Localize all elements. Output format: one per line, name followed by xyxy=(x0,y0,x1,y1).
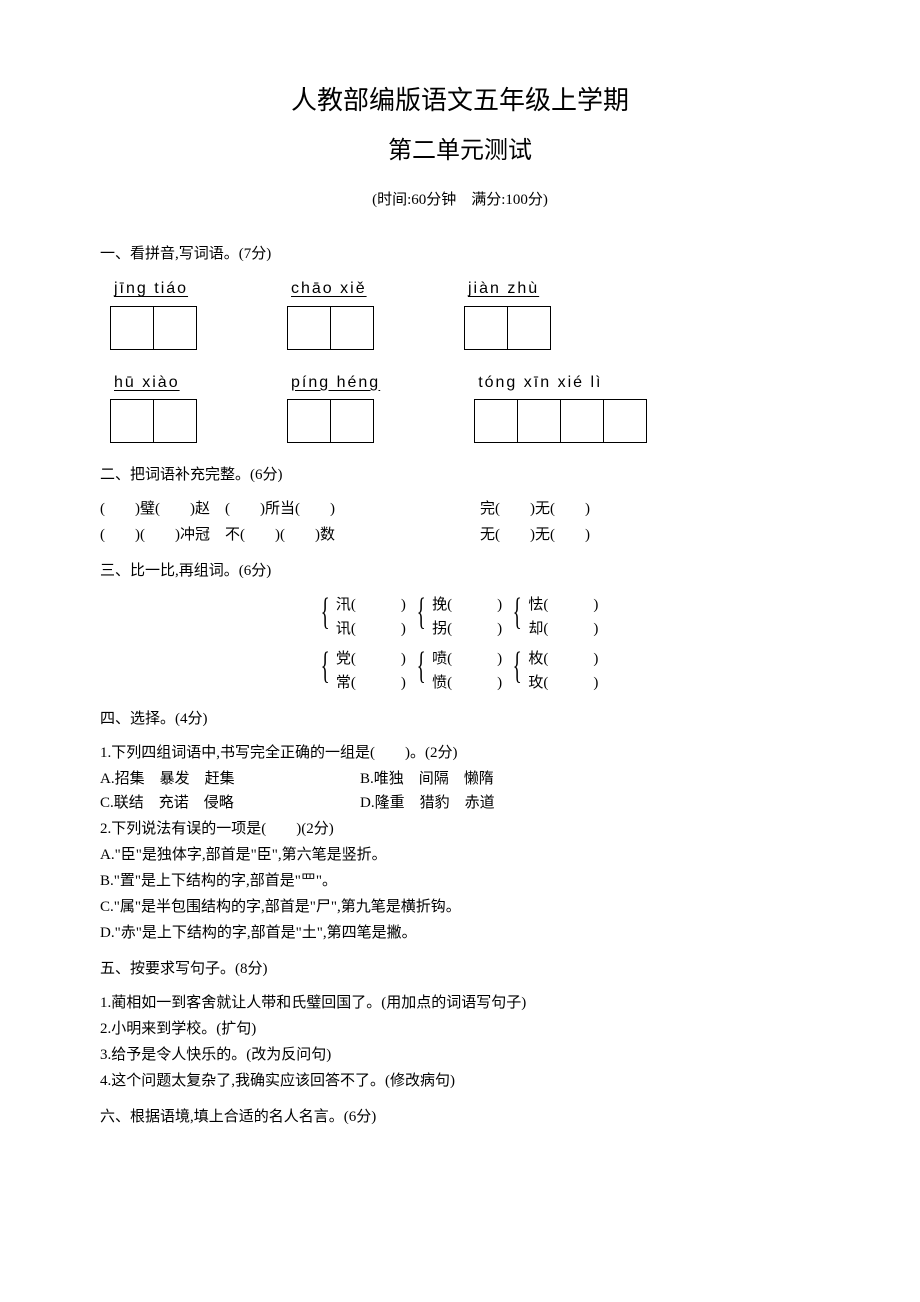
brace-item: 讯( ) xyxy=(336,617,406,641)
q1-opt-b: B.唯独 间隔 懒隋 xyxy=(360,767,620,791)
brace-group: {喷( )愤( ) xyxy=(412,647,502,695)
section-5-head: 五、按要求写句子。(8分) xyxy=(100,957,820,981)
brace-items: 挽( )拐( ) xyxy=(432,593,502,641)
pinyin-label: hū xiào xyxy=(110,370,184,396)
answer-box[interactable] xyxy=(287,399,331,443)
brace-icon: { xyxy=(416,647,425,695)
idiom-row: ( )璧( )赵 ( )所当( )完( )无( ) xyxy=(100,497,820,521)
answer-boxes xyxy=(287,306,374,350)
answer-boxes xyxy=(474,399,647,443)
pinyin-group: píng héng xyxy=(287,370,384,444)
brace-item: 汛( ) xyxy=(336,593,406,617)
pinyin-row-2: hū xiào píng héng tóng xīn xié lì xyxy=(100,370,820,444)
pinyin-group: jīng tiáo xyxy=(110,276,197,350)
brace-items: 汛( )讯( ) xyxy=(336,593,406,641)
q2-opt-a: A."臣"是独体字,部首是"臣",第六笔是竖折。 xyxy=(100,843,820,867)
answer-box[interactable] xyxy=(153,399,197,443)
idiom-right: 完( )无( ) xyxy=(480,497,590,521)
q1-stem: 1.下列四组词语中,书写完全正确的一组是( )。(2分) xyxy=(100,741,820,765)
q1-options: A.招集 暴发 赶集 B.唯独 间隔 懒隋 C.联结 充诺 侵略 D.隆重 猎豹… xyxy=(100,767,820,815)
brace-item: 却( ) xyxy=(528,617,598,641)
brace-item: 枚( ) xyxy=(528,647,598,671)
s5-item-3: 3.给予是令人快乐的。(改为反问句) xyxy=(100,1043,820,1067)
brace-items: 枚( )玫( ) xyxy=(528,647,598,695)
brace-items: 喷( )愤( ) xyxy=(432,647,502,695)
pinyin-group: chāo xiě xyxy=(287,276,374,350)
brace-group: {汛( )讯( ) xyxy=(316,593,406,641)
brace-icon: { xyxy=(416,593,425,641)
idiom-right: 无( )无( ) xyxy=(480,523,590,547)
pinyin-label: píng héng xyxy=(287,370,384,396)
answer-box[interactable] xyxy=(507,306,551,350)
section-3-head: 三、比一比,再组词。(6分) xyxy=(100,559,820,583)
answer-box[interactable] xyxy=(474,399,518,443)
q1-opt-d: D.隆重 猎豹 赤道 xyxy=(360,791,620,815)
brace-item: 喷( ) xyxy=(432,647,502,671)
q2-stem: 2.下列说法有误的一项是( )(2分) xyxy=(100,817,820,841)
idiom-left: ( )( )冲冠 不( )( )数 xyxy=(100,523,480,547)
answer-box[interactable] xyxy=(287,306,331,350)
answer-box[interactable] xyxy=(153,306,197,350)
idiom-left: ( )璧( )赵 ( )所当( ) xyxy=(100,497,480,521)
section-4-head: 四、选择。(4分) xyxy=(100,707,820,731)
brace-item: 怯( ) xyxy=(528,593,598,617)
brace-group: {挽( )拐( ) xyxy=(412,593,502,641)
brace-item: 常( ) xyxy=(336,671,406,695)
brace-item: 党( ) xyxy=(336,647,406,671)
brace-item: 挽( ) xyxy=(432,593,502,617)
answer-box[interactable] xyxy=(110,306,154,350)
q2-opt-d: D."赤"是上下结构的字,部首是"土",第四笔是撇。 xyxy=(100,921,820,945)
section-6-head: 六、根据语境,填上合适的名人名言。(6分) xyxy=(100,1105,820,1129)
q1-opt-a: A.招集 暴发 赶集 xyxy=(100,767,360,791)
brace-item: 拐( ) xyxy=(432,617,502,641)
s5-item-4: 4.这个问题太复杂了,我确实应该回答不了。(修改病句) xyxy=(100,1069,820,1093)
pinyin-label: chāo xiě xyxy=(287,276,371,302)
answer-boxes xyxy=(110,399,197,443)
brace-items: 党( )常( ) xyxy=(336,647,406,695)
s5-item-1: 1.蔺相如一到客舍就让人带和氏璧回国了。(用加点的词语写句子) xyxy=(100,991,820,1015)
pinyin-label: tóng xīn xié lì xyxy=(474,370,606,396)
brace-icon: { xyxy=(320,593,329,641)
brace-row: {汛( )讯( ){挽( )拐( ){怯( )却( ) xyxy=(100,593,820,641)
brace-item: 愤( ) xyxy=(432,671,502,695)
brace-row: {党( )常( ){喷( )愤( ){枚( )玫( ) xyxy=(100,647,820,695)
pinyin-group: hū xiào xyxy=(110,370,197,444)
brace-group: {党( )常( ) xyxy=(316,647,406,695)
idiom-row: ( )( )冲冠 不( )( )数无( )无( ) xyxy=(100,523,820,547)
q2-opt-b: B."置"是上下结构的字,部首是"罒"。 xyxy=(100,869,820,893)
answer-box[interactable] xyxy=(330,399,374,443)
answer-box[interactable] xyxy=(603,399,647,443)
pinyin-row-1: jīng tiáo chāo xiě jiàn zhù xyxy=(100,276,820,350)
answer-boxes xyxy=(464,306,551,350)
pinyin-label: jiàn zhù xyxy=(464,276,543,302)
brace-item: 玫( ) xyxy=(528,671,598,695)
brace-icon: { xyxy=(513,593,522,641)
answer-box[interactable] xyxy=(330,306,374,350)
answer-box[interactable] xyxy=(517,399,561,443)
brace-items: 怯( )却( ) xyxy=(528,593,598,641)
answer-boxes xyxy=(110,306,197,350)
pinyin-group: jiàn zhù xyxy=(464,276,551,350)
pinyin-group: tóng xīn xié lì xyxy=(474,370,647,444)
section-2-head: 二、把词语补充完整。(6分) xyxy=(100,463,820,487)
answer-box[interactable] xyxy=(464,306,508,350)
brace-group: {怯( )却( ) xyxy=(508,593,598,641)
brace-icon: { xyxy=(320,647,329,695)
s5-item-2: 2.小明来到学校。(扩句) xyxy=(100,1017,820,1041)
answer-box[interactable] xyxy=(110,399,154,443)
brace-icon: { xyxy=(513,647,522,695)
answer-boxes xyxy=(287,399,374,443)
q2-opt-c: C."属"是半包围结构的字,部首是"尸",第九笔是横折钩。 xyxy=(100,895,820,919)
section-1-head: 一、看拼音,写词语。(7分) xyxy=(100,242,820,266)
q1-opt-c: C.联结 充诺 侵略 xyxy=(100,791,360,815)
title-main: 人教部编版语文五年级上学期 xyxy=(100,80,820,122)
answer-box[interactable] xyxy=(560,399,604,443)
exam-meta: (时间:60分钟 满分:100分) xyxy=(100,188,820,212)
pinyin-label: jīng tiáo xyxy=(110,276,192,302)
title-sub: 第二单元测试 xyxy=(100,132,820,170)
brace-group: {枚( )玫( ) xyxy=(508,647,598,695)
